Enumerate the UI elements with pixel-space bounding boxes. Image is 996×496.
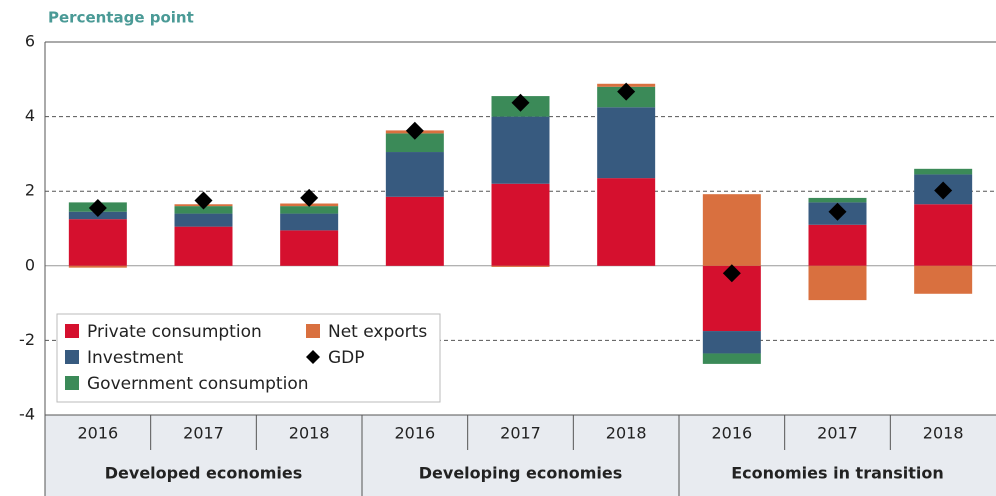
x-tick-label: 2018	[289, 424, 330, 443]
legend: Private consumption Investment Government …	[56, 313, 441, 403]
y-tick-label: 2	[25, 181, 35, 200]
gdp-marker	[194, 191, 213, 210]
bar-segment	[385, 196, 444, 266]
bar-segment	[385, 152, 444, 197]
bar-segment	[491, 116, 550, 184]
x-tick-label: 2017	[500, 424, 541, 443]
gdp-marker	[722, 264, 741, 283]
gdp-marker	[617, 82, 636, 101]
bar-segment	[702, 331, 761, 354]
group-label: Developing economies	[419, 464, 622, 483]
bar-segment	[914, 204, 973, 266]
bar-segment	[280, 213, 339, 231]
y-tick-label: -2	[19, 330, 35, 349]
gdp-marker	[300, 188, 319, 207]
bar-segment	[914, 265, 973, 294]
bar-segment	[385, 133, 444, 153]
legend-label: GDP	[328, 348, 365, 368]
bar-segment	[68, 219, 127, 266]
x-tick-label: 2016	[394, 424, 435, 443]
legend-swatch	[65, 350, 79, 364]
x-tick-label: 2017	[817, 424, 858, 443]
gdp-marker	[405, 121, 424, 140]
x-tick-label: 2018	[606, 424, 647, 443]
bar-segment	[280, 230, 339, 266]
x-tick-label: 2018	[923, 424, 964, 443]
x-tick-label: 2016	[711, 424, 752, 443]
x-tick-label: 2016	[77, 424, 118, 443]
bar-segment	[597, 107, 656, 179]
y-tick-label: 0	[25, 255, 35, 274]
legend-swatch	[65, 324, 79, 338]
y-tick-label: 4	[25, 106, 35, 125]
bar-segment	[808, 224, 867, 266]
bar-segment	[702, 353, 761, 364]
bar-segment	[808, 265, 867, 301]
legend-label: Net exports	[328, 322, 427, 342]
bar-segment	[702, 194, 761, 266]
y-tick-label: -4	[19, 405, 35, 424]
legend-swatch	[306, 350, 320, 364]
legend-label: Private consumption	[87, 322, 262, 342]
gdp-marker	[934, 181, 953, 200]
y-tick-label: 6	[25, 32, 35, 51]
bar-segment	[280, 206, 339, 214]
gdp-marker	[828, 202, 847, 221]
legend-swatch	[65, 376, 79, 390]
legend-label: Investment	[87, 348, 184, 368]
gdp-marker	[88, 198, 107, 217]
x-tick-label: 2017	[183, 424, 224, 443]
axis-band	[45, 415, 996, 496]
chart-title: Percentage point	[48, 9, 194, 27]
bar-segment	[68, 265, 127, 268]
gdp-marker	[511, 93, 530, 112]
bar-segment	[174, 226, 233, 266]
bar-segment	[914, 168, 973, 175]
bar-segment	[491, 183, 550, 266]
legend-swatch	[306, 324, 320, 338]
bar-segment	[174, 206, 233, 214]
bar-segment	[174, 213, 233, 227]
legend-box	[56, 313, 441, 403]
legend-label: Government consumption	[87, 374, 309, 394]
bar-segment	[597, 178, 656, 266]
group-label: Economies in transition	[731, 464, 944, 483]
bar-segment	[491, 265, 550, 267]
bar-segment	[808, 197, 867, 203]
group-label: Developed economies	[105, 464, 302, 483]
